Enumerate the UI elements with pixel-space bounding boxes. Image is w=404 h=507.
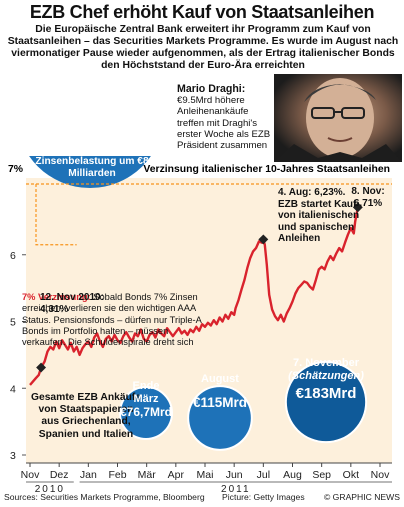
yield-chart: 3 4 5 6 Nov Dez Jan Feb Mär Apr Mai Jun Jul Aug Sep Ok… <box>8 156 392 492</box>
annotation-aug4-head: 4. Aug: 6,23%. <box>278 187 346 198</box>
x-tick-label: Apr <box>168 469 185 481</box>
purchase-bubble <box>284 360 368 444</box>
y-tick-label: 3 <box>10 450 16 462</box>
callout-text: Sobald Bonds 7% Zinsen erreichen, verlie… <box>22 292 202 348</box>
annotation-aug4: 4. Aug: 6,23%. EZB startet Kauf von ital… <box>278 187 370 245</box>
year-label: 2010 <box>35 484 65 492</box>
bubble-november-label: 7. November <box>292 357 360 369</box>
x-tick-label: Nov <box>21 469 40 481</box>
threshold-callout: 7% Verzinsung: Sobald Bonds 7% Zinsen er… <box>22 292 208 352</box>
highlight-amount: €300 Milliarden <box>34 79 150 96</box>
x-tick-label: Jun <box>226 469 243 481</box>
chart-title: Verzinsung italienischer 10-Jahres Staat… <box>143 164 390 175</box>
y-tick-label: 5 <box>10 317 16 329</box>
purchase-bubble <box>187 385 253 451</box>
footer-picture: Picture: Getty Images <box>222 492 305 502</box>
x-tick-label: Okt <box>343 469 359 481</box>
footer-sources: Sources: Securities Markets Programme, B… <box>4 492 205 502</box>
y-axis: 3 4 5 6 <box>10 250 26 462</box>
annotation-aug4-text: EZB startet Kauf von italienischen und s… <box>278 198 360 245</box>
year-label: 2011 <box>221 484 251 492</box>
callout-lead: 7% Verzinsung: <box>22 292 91 302</box>
yield-line <box>29 207 359 386</box>
y-tick-label: 6 <box>10 250 16 262</box>
x-tick-label: Mai <box>197 469 214 481</box>
photo-caption-text: €9.5Mrd höhere Anleihenankäufe treffen m… <box>177 95 271 152</box>
purchase-bubble <box>119 386 173 440</box>
highlight-text-box: €300 Milliarden Italien's Schulden sind … <box>34 78 150 180</box>
threshold-line <box>26 183 392 246</box>
footer-copyright: © GRAPHIC NEWS <box>323 492 400 502</box>
portrait-icon <box>274 74 402 162</box>
bubble-august-value: €115Mrd <box>192 395 248 410</box>
x-tick-label: Nov <box>371 469 390 481</box>
footer: Sources: Securities Markets Programme, B… <box>4 492 400 502</box>
annotation-nov2010: 12. Nov 2010: 4,31% <box>40 292 104 315</box>
x-tick-label: Jul <box>257 469 270 481</box>
callout-bracket <box>35 184 77 246</box>
x-axis: Nov Dez Jan Feb Mär Apr Mai Jun Jul Aug Sep Okt Nov 2… <box>21 462 392 492</box>
y-tick-label: 4 <box>10 383 16 395</box>
bubble-march-value: €76,7Mrd <box>119 405 173 419</box>
purchases-total-label: Gesamte EZB Ankäufe von Staatspapieren a… <box>30 392 142 440</box>
purchase-bubbles <box>119 360 368 451</box>
x-tick-label: Jan <box>80 469 97 481</box>
x-tick-label: Dez <box>50 469 69 481</box>
bubble-november-sublabel: (Schätzungen) <box>288 370 364 382</box>
photo-name: Mario Draghi: <box>177 83 246 95</box>
x-tick-label: Mär <box>138 469 157 481</box>
bubble-march-label: Ende März <box>132 380 160 405</box>
bubble-november-value: €183Mrd <box>295 385 357 402</box>
bubble-november: 7. November (Schätzungen) €183Mrd <box>276 357 376 402</box>
annotation-nov2010-date: 12. Nov 2010: <box>40 292 104 303</box>
intro-text: Die Europäische Zentral Bank erweitert i… <box>7 24 399 71</box>
page-title: EZB Chef erhöht Kauf von Staatsanleihen <box>29 2 375 22</box>
annotation-nov8-date: 8. Nov: <box>351 186 385 197</box>
y-axis-label: 7% <box>8 164 23 175</box>
highlight-text: Italien's Schulden sind 2012 zur Refinan… <box>35 97 149 179</box>
bubble-march: Ende März €76,7Mrd <box>116 380 176 419</box>
x-tick-label: Aug <box>283 469 302 481</box>
photo-caption: Mario Draghi: €9.5Mrd höhere Anleihenank… <box>177 83 275 152</box>
x-tick-label: Sep <box>312 469 331 481</box>
bubble-august: August €115Mrd <box>180 373 260 409</box>
annotation-nov8-value: 6,71% <box>353 197 383 209</box>
annotation-nov2010-value: 4,31% <box>40 303 69 315</box>
x-tick-label: Feb <box>108 469 126 481</box>
annotation-nov8: 8. Nov: 6,71% <box>346 186 390 209</box>
portrait-photo <box>274 74 402 162</box>
bubble-august-label: August <box>201 373 239 385</box>
highlight-circle <box>29 156 151 188</box>
